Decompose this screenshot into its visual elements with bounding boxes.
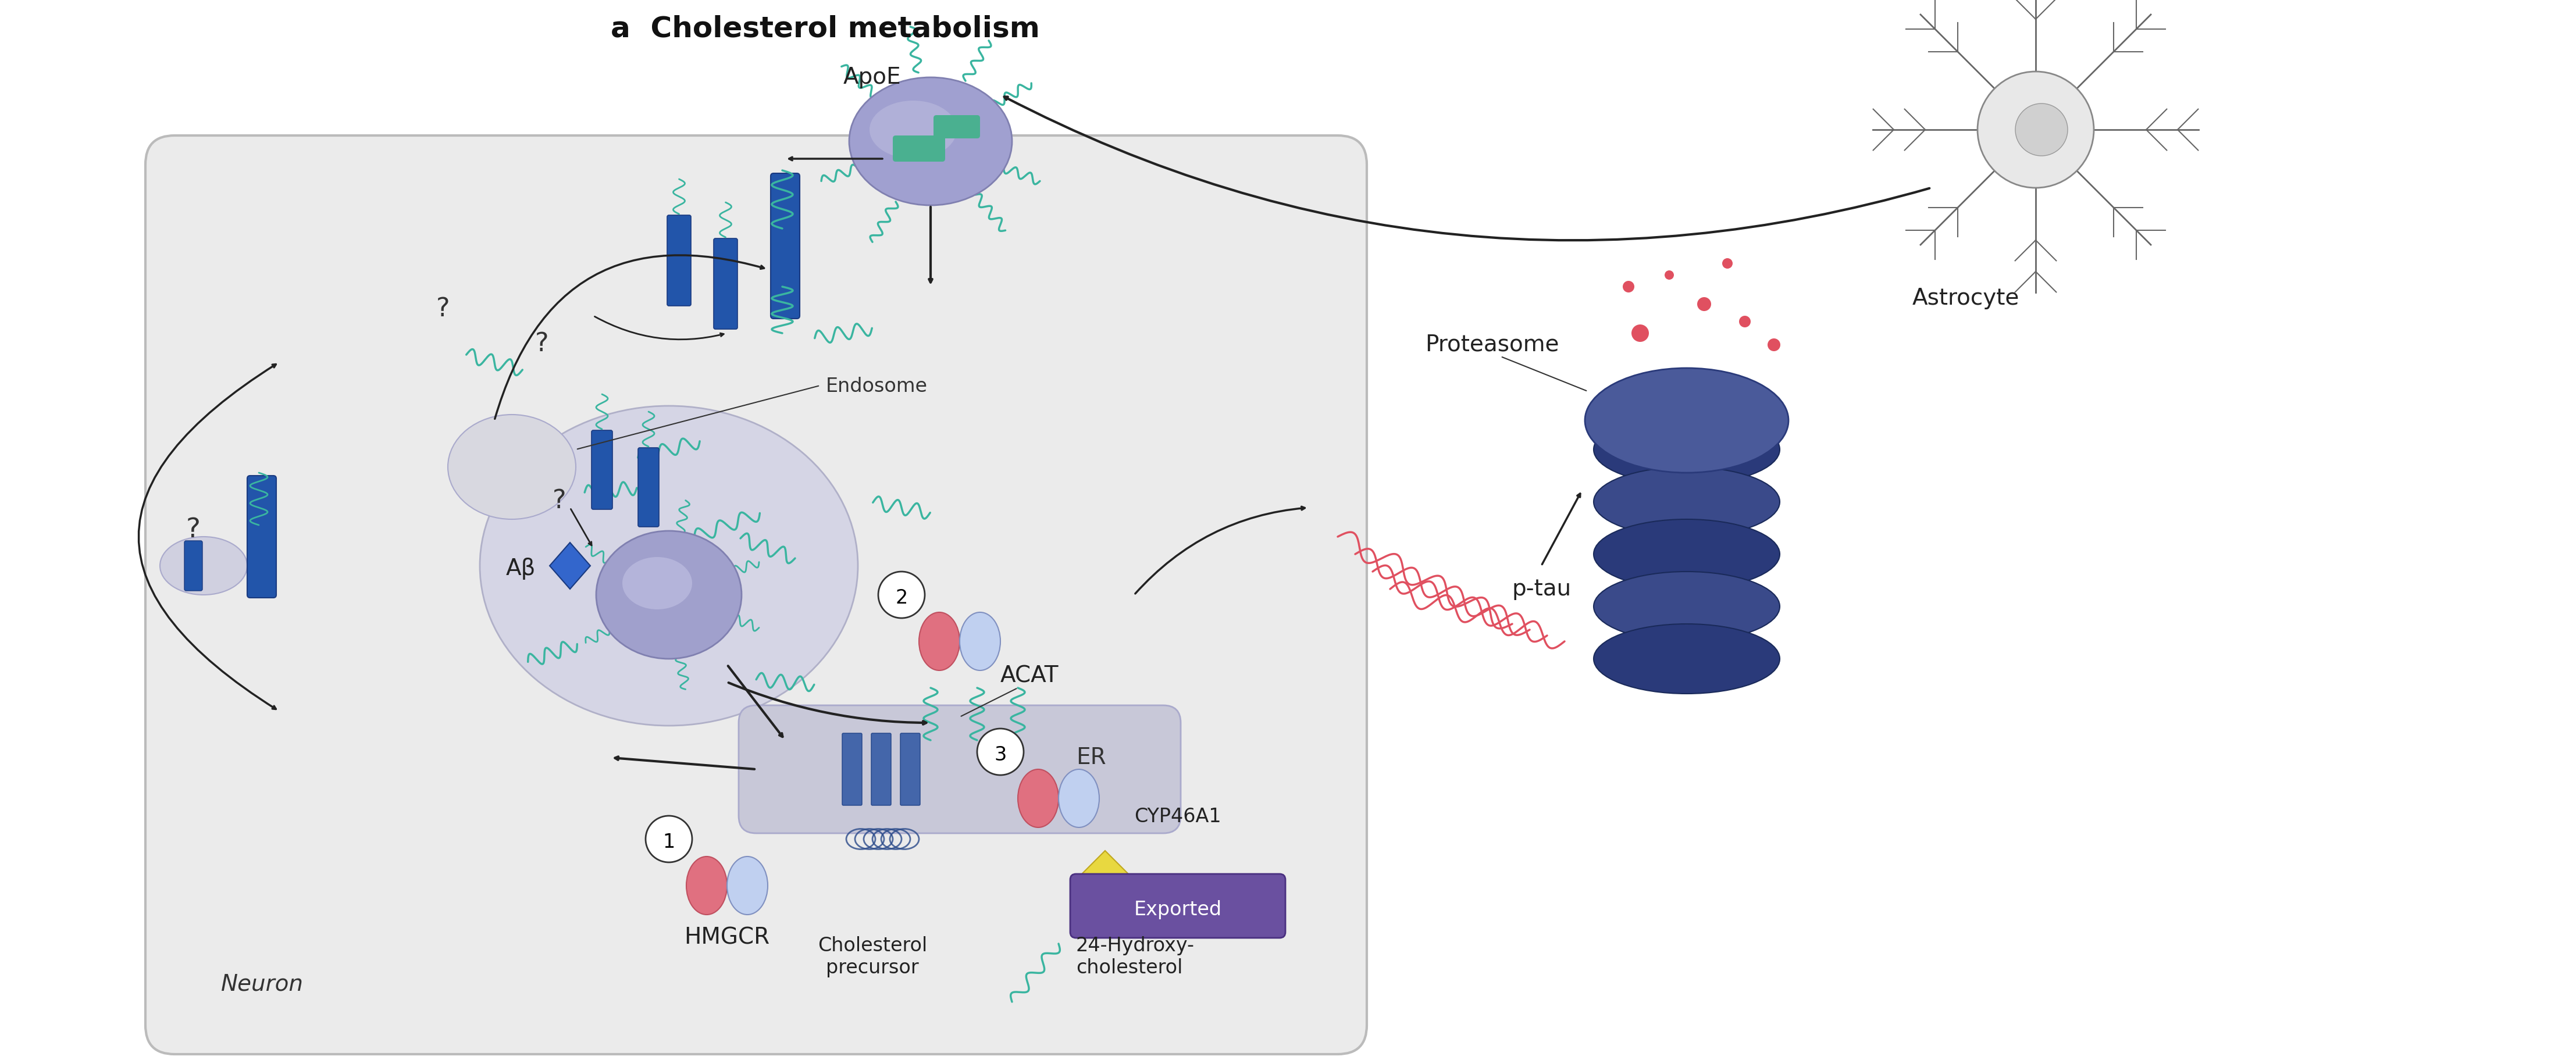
Ellipse shape xyxy=(1595,624,1780,694)
FancyBboxPatch shape xyxy=(739,706,1180,833)
Text: ?: ? xyxy=(435,297,451,321)
FancyBboxPatch shape xyxy=(667,215,690,306)
Text: Exported: Exported xyxy=(1133,900,1221,919)
Circle shape xyxy=(1664,270,1674,280)
Polygon shape xyxy=(549,543,590,589)
Circle shape xyxy=(1631,324,1649,342)
Ellipse shape xyxy=(1595,414,1780,484)
Text: Proteasome: Proteasome xyxy=(1425,334,1558,356)
Text: HMGCR: HMGCR xyxy=(685,926,770,949)
Ellipse shape xyxy=(1018,770,1059,828)
Ellipse shape xyxy=(1595,467,1780,537)
Text: Neuron: Neuron xyxy=(222,973,304,995)
Ellipse shape xyxy=(685,856,726,915)
Text: a  Cholesterol metabolism: a Cholesterol metabolism xyxy=(611,15,1041,43)
Ellipse shape xyxy=(448,414,577,519)
Ellipse shape xyxy=(920,613,961,671)
Ellipse shape xyxy=(160,537,247,595)
Text: Astrocyte: Astrocyte xyxy=(1911,287,2020,310)
Text: Aβ: Aβ xyxy=(505,558,536,580)
Ellipse shape xyxy=(726,856,768,915)
Circle shape xyxy=(1698,298,1710,312)
Circle shape xyxy=(878,571,925,618)
FancyBboxPatch shape xyxy=(247,476,276,598)
Text: ACAT: ACAT xyxy=(999,665,1059,687)
Ellipse shape xyxy=(850,77,1012,206)
Text: Cholesterol
precursor: Cholesterol precursor xyxy=(817,936,927,977)
Polygon shape xyxy=(1082,851,1128,897)
Ellipse shape xyxy=(623,558,693,610)
Text: 1: 1 xyxy=(662,832,675,851)
Text: ?: ? xyxy=(551,489,567,513)
FancyBboxPatch shape xyxy=(639,448,659,527)
FancyBboxPatch shape xyxy=(894,136,945,162)
Text: CYP46A1: CYP46A1 xyxy=(1133,807,1221,826)
FancyBboxPatch shape xyxy=(144,136,1368,1055)
Ellipse shape xyxy=(1584,369,1788,473)
Text: ?: ? xyxy=(536,331,549,356)
Ellipse shape xyxy=(479,406,858,726)
Circle shape xyxy=(1978,72,2094,189)
FancyBboxPatch shape xyxy=(1069,874,1285,938)
Ellipse shape xyxy=(1595,519,1780,589)
Text: ?: ? xyxy=(185,516,201,543)
FancyBboxPatch shape xyxy=(933,116,979,139)
Circle shape xyxy=(647,816,693,863)
Text: 3: 3 xyxy=(994,745,1007,764)
Ellipse shape xyxy=(595,531,742,659)
Ellipse shape xyxy=(1059,770,1100,828)
Circle shape xyxy=(976,729,1023,775)
Circle shape xyxy=(2014,104,2069,156)
FancyBboxPatch shape xyxy=(185,541,204,591)
FancyBboxPatch shape xyxy=(842,734,863,806)
FancyBboxPatch shape xyxy=(770,174,799,319)
Circle shape xyxy=(1739,316,1752,328)
FancyBboxPatch shape xyxy=(871,734,891,806)
Circle shape xyxy=(1723,259,1734,269)
Text: ApoE: ApoE xyxy=(842,66,902,88)
Text: 24-Hydroxy-
cholesterol: 24-Hydroxy- cholesterol xyxy=(1077,936,1195,977)
FancyBboxPatch shape xyxy=(902,734,920,806)
FancyBboxPatch shape xyxy=(592,430,613,510)
Text: 2: 2 xyxy=(896,588,907,607)
FancyBboxPatch shape xyxy=(714,238,737,330)
Text: p-tau: p-tau xyxy=(1512,578,1571,600)
Circle shape xyxy=(1767,339,1780,352)
Circle shape xyxy=(1623,281,1633,293)
Text: ER: ER xyxy=(1077,746,1105,768)
Text: Endosome: Endosome xyxy=(827,376,927,395)
Ellipse shape xyxy=(1595,571,1780,641)
Ellipse shape xyxy=(961,613,999,671)
Ellipse shape xyxy=(871,101,956,159)
